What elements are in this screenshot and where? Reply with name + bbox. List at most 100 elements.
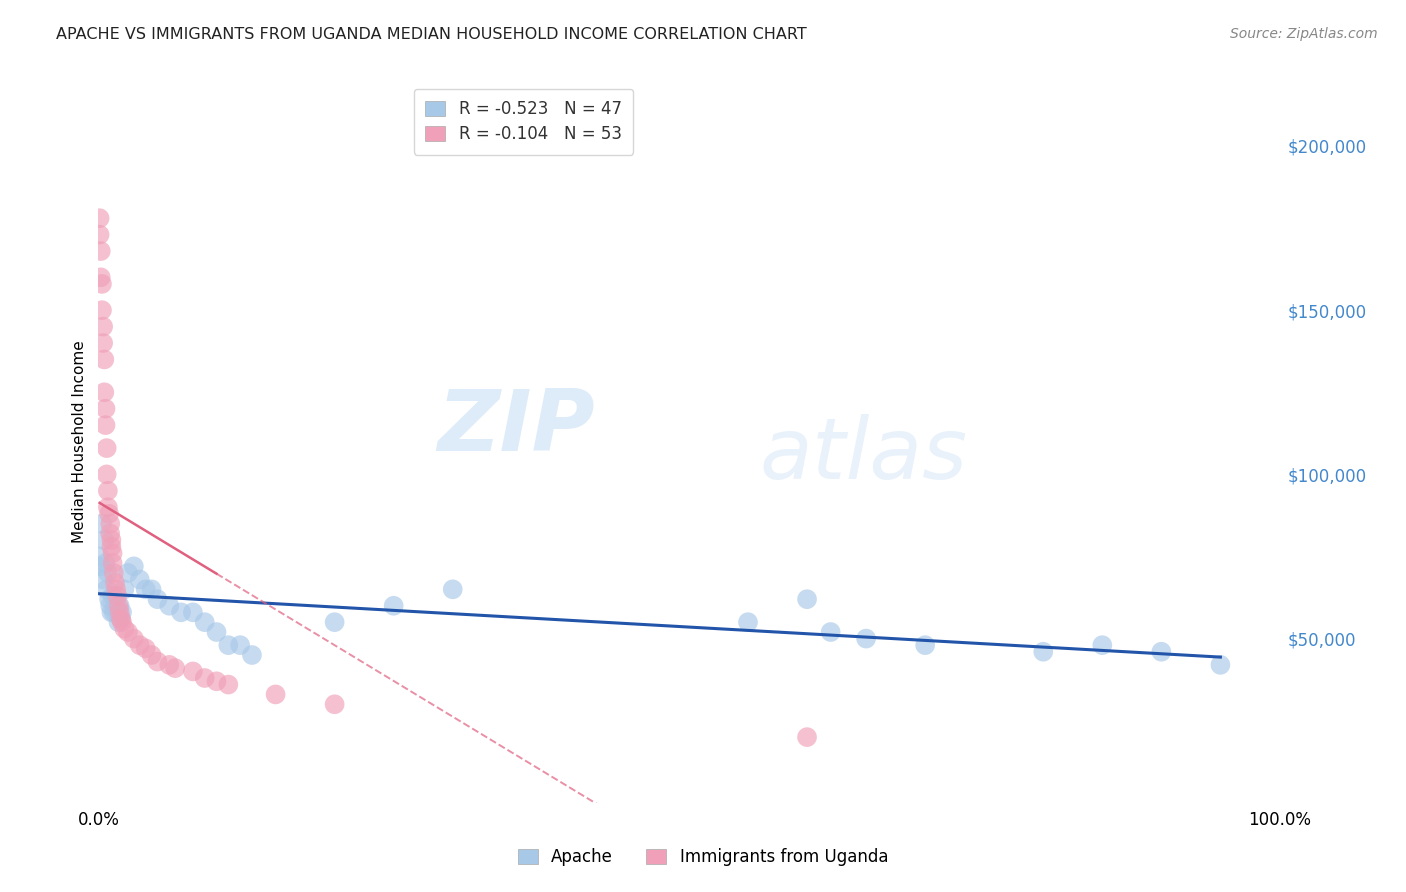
Point — [91, 277, 114, 291]
Point — [97, 566, 120, 580]
Point — [93, 385, 115, 400]
Point — [93, 352, 115, 367]
Point — [165, 661, 187, 675]
Point — [122, 559, 145, 574]
Point — [100, 605, 122, 619]
Point — [103, 605, 125, 619]
Text: APACHE VS IMMIGRANTS FROM UGANDA MEDIAN HOUSEHOLD INCOME CORRELATION CHART: APACHE VS IMMIGRANTS FROM UGANDA MEDIAN … — [56, 27, 807, 42]
Point — [96, 582, 118, 597]
Point — [93, 533, 115, 547]
Point — [100, 533, 122, 547]
Point — [91, 516, 114, 531]
Point — [128, 638, 150, 652]
Point — [103, 566, 125, 580]
Point — [101, 546, 124, 560]
Point — [1150, 645, 1173, 659]
Point — [141, 648, 163, 662]
Point — [141, 582, 163, 597]
Point — [737, 615, 759, 630]
Text: atlas: atlas — [759, 415, 967, 498]
Point — [1209, 657, 1232, 672]
Point — [98, 526, 121, 541]
Point — [117, 625, 139, 640]
Point — [111, 605, 134, 619]
Point — [194, 615, 217, 630]
Point — [323, 698, 346, 712]
Point — [98, 507, 121, 521]
Point — [104, 592, 127, 607]
Point — [104, 575, 127, 590]
Point — [91, 573, 114, 587]
Point — [105, 589, 128, 603]
Point — [122, 632, 145, 646]
Point — [382, 599, 405, 613]
Point — [90, 244, 112, 258]
Point — [89, 227, 111, 242]
Point — [112, 622, 135, 636]
Point — [105, 582, 128, 597]
Point — [146, 592, 169, 607]
Y-axis label: Median Household Income: Median Household Income — [72, 340, 87, 543]
Point — [105, 605, 128, 619]
Point — [205, 674, 228, 689]
Point — [91, 336, 114, 351]
Point — [107, 615, 129, 630]
Point — [110, 612, 132, 626]
Point — [94, 556, 117, 570]
Point — [240, 648, 263, 662]
Point — [101, 556, 124, 570]
Point — [112, 582, 135, 597]
Point — [1032, 645, 1054, 659]
Text: ZIP: ZIP — [437, 385, 595, 468]
Point — [97, 500, 120, 515]
Point — [796, 592, 818, 607]
Point — [441, 582, 464, 597]
Point — [157, 599, 180, 613]
Point — [194, 671, 217, 685]
Point — [110, 612, 132, 626]
Point — [135, 582, 157, 597]
Point — [94, 401, 117, 416]
Point — [128, 573, 150, 587]
Point — [796, 730, 818, 744]
Text: Source: ZipAtlas.com: Source: ZipAtlas.com — [1230, 27, 1378, 41]
Point — [89, 211, 111, 226]
Point — [97, 483, 120, 498]
Point — [181, 605, 204, 619]
Point — [96, 441, 118, 455]
Point — [91, 303, 114, 318]
Point — [264, 687, 287, 701]
Point — [107, 599, 129, 613]
Point — [100, 540, 122, 554]
Point — [1091, 638, 1114, 652]
Point — [90, 559, 112, 574]
Point — [89, 549, 111, 564]
Point — [181, 665, 204, 679]
Point — [101, 589, 124, 603]
Point — [108, 599, 131, 613]
Point — [170, 605, 193, 619]
Point — [323, 615, 346, 630]
Point — [229, 638, 252, 652]
Point — [98, 592, 121, 607]
Point — [146, 655, 169, 669]
Point — [914, 638, 936, 652]
Point — [111, 615, 134, 630]
Point — [91, 319, 114, 334]
Point — [105, 599, 128, 613]
Point — [96, 467, 118, 482]
Point — [108, 605, 131, 619]
Point — [205, 625, 228, 640]
Point — [135, 641, 157, 656]
Point — [157, 657, 180, 672]
Point — [217, 638, 239, 652]
Point — [855, 632, 877, 646]
Point — [217, 677, 239, 691]
Point — [117, 566, 139, 580]
Point — [820, 625, 842, 640]
Legend: Apache, Immigrants from Uganda: Apache, Immigrants from Uganda — [509, 840, 897, 875]
Point — [98, 599, 121, 613]
Point — [94, 418, 117, 433]
Point — [98, 516, 121, 531]
Legend: R = -0.523   N = 47, R = -0.104   N = 53: R = -0.523 N = 47, R = -0.104 N = 53 — [413, 88, 634, 154]
